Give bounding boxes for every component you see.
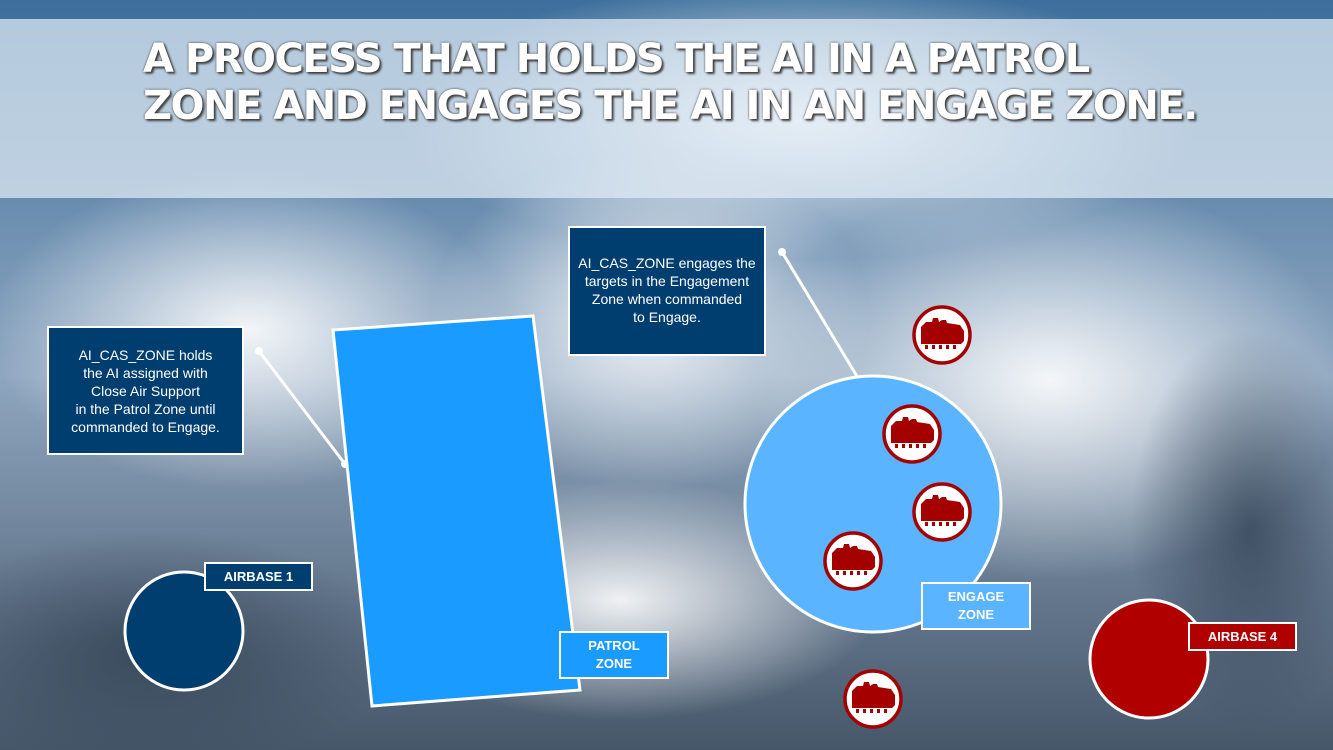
tank-icon [843,669,903,729]
patrol-zone-label: PATROL ZONE [559,631,669,679]
airbase-1-marker [123,570,245,692]
engage-zone-label: ENGAGE ZONE [921,582,1031,630]
tank-icon [912,482,972,542]
tank-icon [823,531,883,591]
connector-dot [778,248,786,256]
callout-line: AI_CAS_ZONE engages the [578,255,756,271]
label-line: ZONE [595,656,633,671]
tank-icon [882,404,942,464]
airbase-4-marker [1088,598,1210,720]
callout-line: Zone when commanded [591,291,743,307]
patrol-callout-connector [257,350,347,465]
patrol-callout: AI_CAS_ZONE holds the AI assigned with C… [47,326,244,455]
callout-line: commanded to Engage. [71,418,220,435]
connector-dot [255,347,263,355]
label-line: PATROL [588,638,640,653]
title-band [0,19,1333,198]
airbase-4-label: AIRBASE 4 [1188,622,1297,651]
tank-icon [912,305,972,365]
callout-line: the AI assigned with [83,364,208,381]
callout-line: in the Patrol Zone until [75,400,216,417]
slide-title: A PROCESS THAT HOLDS THE AI IN A PATROL … [143,36,1198,129]
engage-callout: AI_CAS_ZONE engages the targets in the E… [568,226,766,356]
airbase-1-label: AIRBASE 1 [204,562,313,591]
label-line: ZONE [957,607,995,622]
engage-callout-connector [780,251,860,379]
callout-line: Close Air Support [91,382,200,399]
patrol-zone-shape [331,314,582,708]
callout-line: targets in the Engagement [584,273,750,289]
callout-line: to Engage. [633,309,701,325]
callout-line: AI_CAS_ZONE holds [78,346,213,363]
label-line: ENGAGE [947,589,1005,604]
